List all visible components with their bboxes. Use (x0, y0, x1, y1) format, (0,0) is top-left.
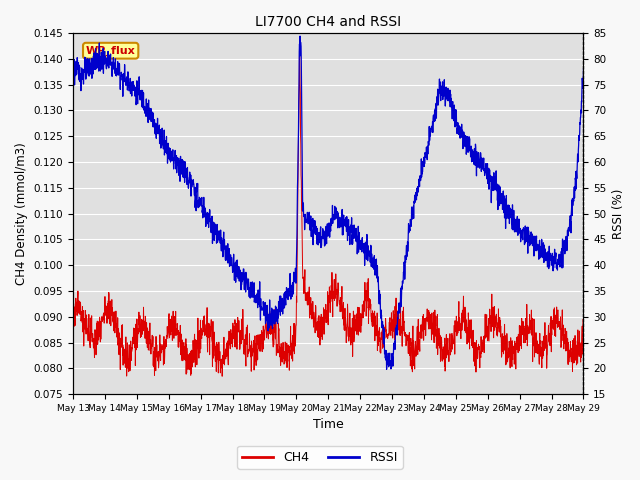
Y-axis label: RSSI (%): RSSI (%) (612, 188, 625, 239)
X-axis label: Time: Time (313, 419, 344, 432)
Title: LI7700 CH4 and RSSI: LI7700 CH4 and RSSI (255, 15, 401, 29)
Text: WP_flux: WP_flux (86, 46, 136, 56)
Y-axis label: CH4 Density (mmol/m3): CH4 Density (mmol/m3) (15, 142, 28, 285)
Legend: CH4, RSSI: CH4, RSSI (237, 446, 403, 469)
